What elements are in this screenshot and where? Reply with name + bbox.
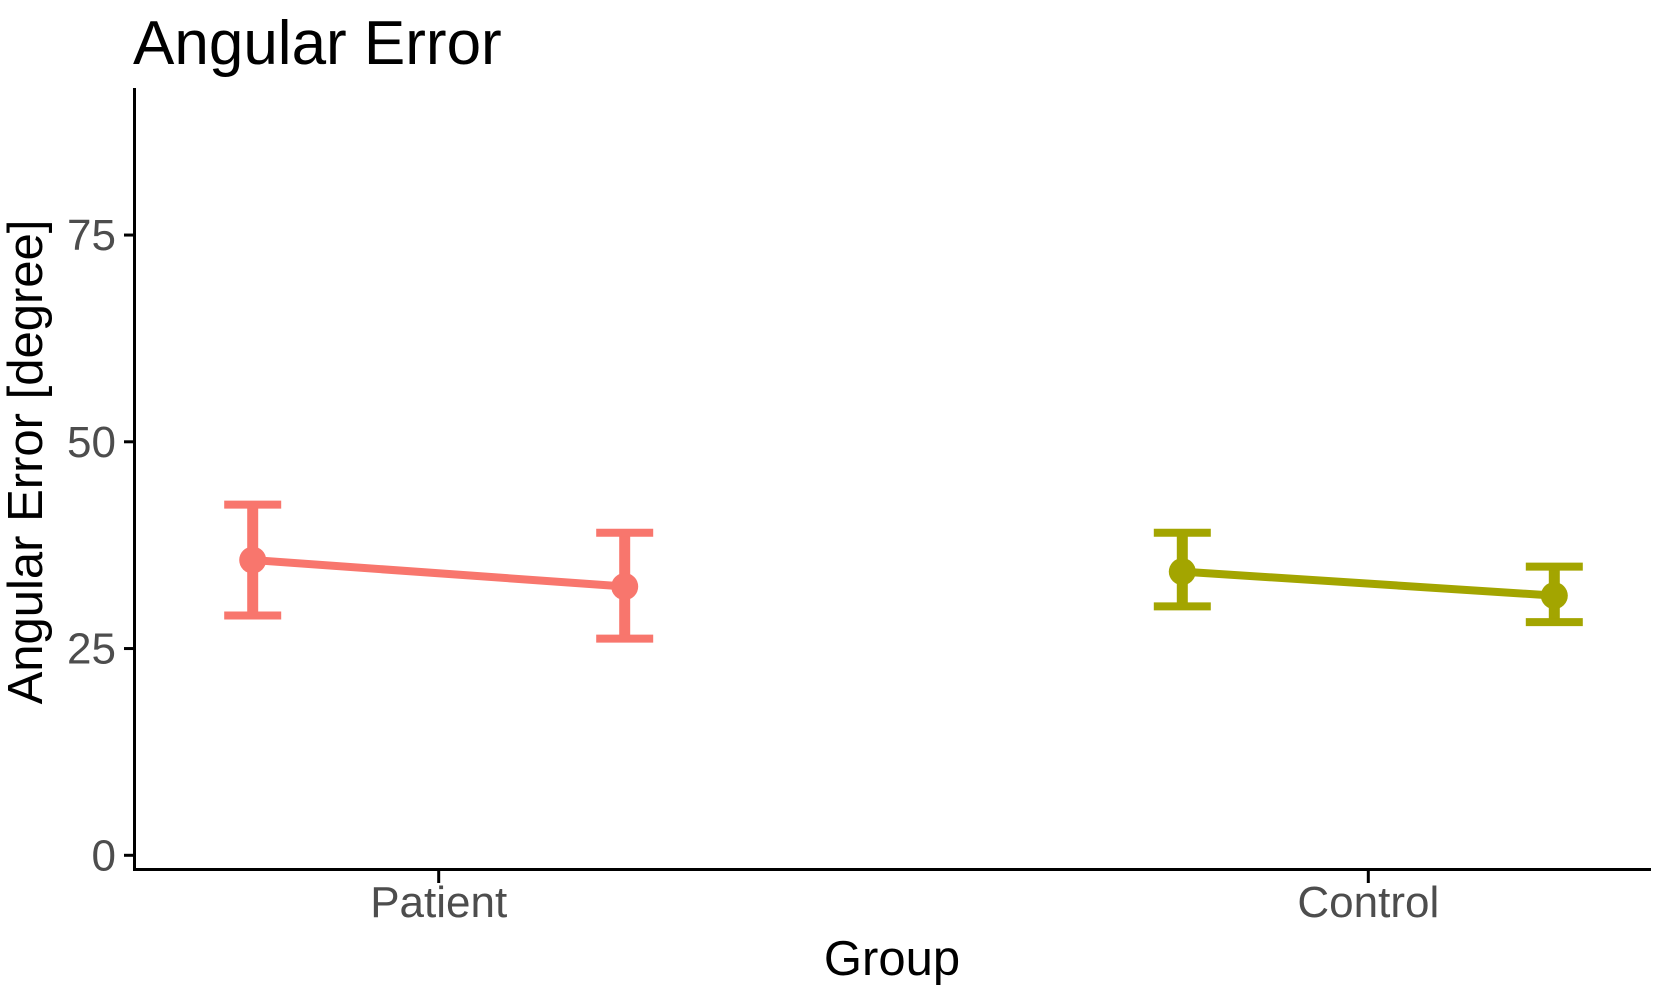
- y-tick-label: 75: [67, 211, 116, 260]
- data-point: [1540, 582, 1568, 610]
- series-control: [1153, 528, 1583, 627]
- x-tick-label: Control: [1297, 878, 1439, 927]
- x-axis-label: Group: [824, 932, 960, 986]
- chart-title: Angular Error: [133, 9, 502, 78]
- data-point: [1168, 558, 1196, 586]
- x-tick-label: Patient: [370, 878, 507, 927]
- y-axis-label: Angular Error [degree]: [0, 220, 53, 705]
- y-tick-label: 50: [67, 418, 116, 467]
- data-point: [611, 573, 639, 601]
- axes: 0 25 50 75 Patient Control: [67, 88, 1651, 927]
- data-series: [224, 500, 1583, 643]
- y-tick-label: 0: [92, 831, 116, 880]
- series-patient: [224, 500, 654, 643]
- series-line: [252, 556, 625, 591]
- y-tick-label: 25: [67, 625, 116, 674]
- data-point: [239, 546, 267, 574]
- series-line: [1182, 567, 1555, 600]
